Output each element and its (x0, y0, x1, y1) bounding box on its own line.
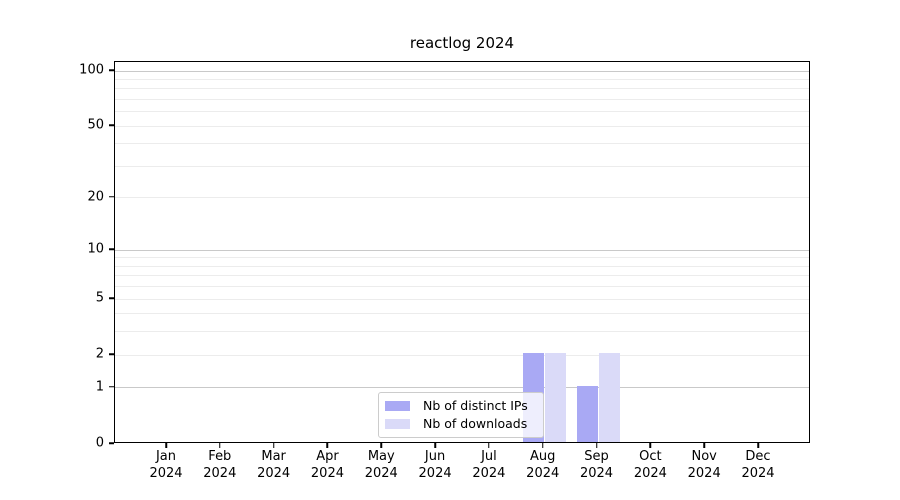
x-tick-label-sep-2024: Sep 2024 (579, 449, 614, 481)
y-tick-mark-2 (109, 353, 114, 355)
y-tick-label-1: 1 (95, 379, 104, 395)
x-tick-label-oct-2024: Oct 2024 (633, 449, 667, 481)
y-gridline-80 (115, 88, 809, 90)
x-tick-label-feb-2024: Feb 2024 (203, 449, 237, 481)
x-tick-mark-jul-2024 (488, 443, 490, 448)
x-tick-label-aug-2024: Aug 2024 (526, 449, 560, 481)
x-tick-mark-jun-2024 (434, 443, 436, 448)
y-gridline-7 (115, 275, 809, 277)
bar-nb-of-distinct-ips-sep-2024 (576, 386, 598, 442)
y-gridline-10 (115, 249, 809, 251)
x-tick-label-jul-2024: Jul 2024 (472, 449, 506, 481)
y-tick-mark-5 (109, 297, 114, 299)
x-tick-mark-aug-2024 (541, 443, 544, 448)
legend-item-distinct-ips: Nb of distinct IPs (385, 397, 537, 415)
y-gridline-6 (115, 286, 809, 288)
x-tick-mark-dec-2024 (757, 443, 759, 448)
y-tick-mark-100 (109, 69, 114, 71)
y-tick-label-0: 0 (95, 435, 104, 451)
x-tick-label-dec-2024: Dec 2024 (741, 449, 775, 481)
y-gridline-5 (115, 298, 809, 300)
y-gridline-60 (115, 111, 809, 113)
x-tick-label-jan-2024: Jan 2024 (149, 449, 183, 481)
y-gridline-1 (115, 387, 809, 389)
legend-swatch-downloads (385, 419, 410, 429)
chart-title: reactlog 2024 (409, 34, 515, 52)
x-tick-mark-sep-2024 (595, 443, 598, 448)
y-tick-label-20: 20 (87, 189, 104, 205)
x-tick-mark-jan-2024 (165, 443, 167, 448)
plot-area (114, 61, 810, 443)
x-tick-mark-apr-2024 (326, 443, 329, 448)
y-gridline-50 (115, 125, 809, 127)
y-tick-mark-20 (109, 196, 114, 198)
y-gridline-100 (115, 70, 809, 72)
legend-swatch-distinct-ips (385, 401, 410, 411)
y-tick-label-5: 5 (95, 290, 104, 306)
y-tick-label-10: 10 (87, 241, 104, 257)
y-gridline-3 (115, 331, 809, 333)
legend: Nb of distinct IPs Nb of downloads (378, 392, 544, 438)
x-tick-label-apr-2024: Apr 2024 (310, 449, 344, 481)
y-gridline-30 (115, 166, 809, 167)
x-tick-mark-oct-2024 (649, 443, 652, 448)
y-gridline-90 (115, 78, 809, 80)
y-tick-mark-1 (109, 386, 114, 388)
y-tick-label-100: 100 (79, 62, 104, 78)
y-gridline-2 (115, 354, 809, 356)
bar-nb-of-downloads-sep-2024 (598, 353, 620, 442)
x-tick-mark-may-2024 (380, 443, 383, 448)
y-gridline-4 (115, 313, 809, 315)
y-gridline-8 (115, 265, 809, 267)
bar-nb-of-downloads-aug-2024 (544, 353, 566, 442)
x-tick-label-jun-2024: Jun 2024 (418, 449, 452, 481)
y-gridline-40 (115, 143, 809, 145)
y-tick-mark-10 (109, 248, 114, 250)
y-tick-label-50: 50 (87, 117, 104, 133)
y-tick-mark-50 (109, 124, 114, 127)
y-tick-label-2: 2 (95, 346, 104, 362)
x-tick-mark-mar-2024 (272, 443, 275, 448)
y-gridline-9 (115, 257, 809, 259)
y-gridline-70 (115, 99, 809, 101)
legend-label-distinct-ips: Nb of distinct IPs (423, 398, 528, 413)
y-tick-mark-0 (109, 442, 114, 444)
x-tick-mark-nov-2024 (703, 443, 705, 448)
x-tick-label-may-2024: May 2024 (364, 449, 398, 481)
legend-label-downloads: Nb of downloads (423, 416, 528, 431)
x-tick-label-nov-2024: Nov 2024 (687, 449, 721, 481)
y-gridline-20 (115, 197, 809, 199)
legend-item-downloads: Nb of downloads (385, 415, 537, 433)
x-tick-label-mar-2024: Mar 2024 (257, 449, 291, 481)
x-tick-mark-feb-2024 (219, 443, 221, 448)
